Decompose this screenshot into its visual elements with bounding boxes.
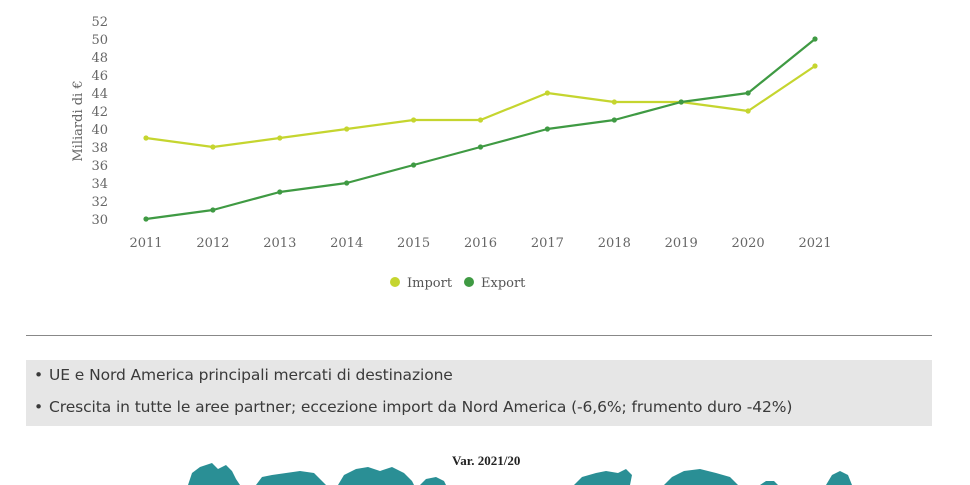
y-axis-ticks: 30 32 34 36 38 40 42 44 46 48 50 52 bbox=[91, 15, 108, 228]
x-tick-label: 2014 bbox=[330, 236, 363, 251]
data-point-export bbox=[143, 216, 149, 222]
data-point-import bbox=[210, 144, 216, 150]
y-tick-label: 36 bbox=[91, 159, 108, 174]
note-text: UE e Nord America principali mercati di … bbox=[49, 366, 453, 384]
notes-box: • UE e Nord America principali mercati di… bbox=[26, 360, 932, 426]
data-point-export bbox=[411, 162, 417, 168]
data-point-export bbox=[277, 189, 283, 195]
y-tick-label: 40 bbox=[91, 123, 108, 138]
x-tick-label: 2021 bbox=[798, 236, 831, 251]
map-landmass bbox=[188, 463, 240, 485]
x-tick-label: 2011 bbox=[129, 236, 162, 251]
y-tick-label: 42 bbox=[91, 105, 108, 120]
y-tick-label: 48 bbox=[91, 51, 108, 66]
series-line-import bbox=[145, 65, 816, 149]
note-item: • UE e Nord America principali mercati di… bbox=[34, 366, 453, 384]
data-point-export bbox=[745, 90, 751, 96]
legend-marker-import bbox=[390, 277, 400, 287]
x-tick-label: 2016 bbox=[464, 236, 497, 251]
x-tick-label: 2013 bbox=[263, 236, 296, 251]
y-tick-label: 50 bbox=[91, 33, 108, 48]
data-point-export bbox=[477, 144, 484, 150]
data-point-import bbox=[477, 117, 484, 123]
world-map bbox=[188, 463, 852, 485]
x-tick-label: 2017 bbox=[531, 236, 564, 251]
data-point-export bbox=[611, 117, 617, 123]
map-landmass bbox=[420, 477, 446, 485]
y-tick-label: 30 bbox=[91, 213, 108, 228]
data-point-import bbox=[277, 135, 283, 141]
map-landmass bbox=[760, 481, 778, 485]
bullet-icon: • bbox=[34, 398, 44, 416]
data-point-import bbox=[143, 135, 149, 141]
data-point-import bbox=[745, 108, 751, 114]
data-point-export bbox=[210, 207, 216, 213]
series-line-export bbox=[145, 38, 816, 221]
section-divider bbox=[26, 335, 932, 336]
legend-label-import: Import bbox=[407, 276, 453, 291]
y-tick-label: 32 bbox=[91, 195, 108, 210]
x-axis-ticks: 2011 2012 2013 2014 2015 2016 2017 2018 2019 2020… bbox=[129, 236, 831, 251]
map-landmass bbox=[574, 469, 632, 485]
legend-label-export: Export bbox=[481, 276, 526, 291]
x-tick-label: 2015 bbox=[397, 236, 430, 251]
data-point-import bbox=[411, 117, 417, 123]
data-point-export bbox=[544, 126, 551, 132]
map-landmasses bbox=[188, 463, 852, 485]
data-point-export bbox=[812, 36, 818, 42]
line-chart: Miliardi di € 30 32 34 36 38 40 42 44 46 48 50 52 2… bbox=[71, 15, 832, 291]
legend-marker-export bbox=[464, 277, 474, 287]
y-tick-label: 52 bbox=[91, 15, 108, 30]
x-tick-label: 2018 bbox=[598, 236, 631, 251]
map-landmass bbox=[338, 467, 414, 485]
map-landmass bbox=[256, 471, 326, 485]
map-title: Var. 2021/20 bbox=[452, 453, 521, 468]
bullet-icon: • bbox=[34, 366, 44, 384]
data-point-import bbox=[544, 90, 551, 96]
x-tick-label: 2020 bbox=[732, 236, 765, 251]
chart-series bbox=[143, 36, 818, 222]
data-point-import bbox=[344, 126, 350, 132]
data-point-export bbox=[344, 180, 350, 186]
data-point-export bbox=[678, 99, 684, 105]
data-point-import bbox=[812, 63, 818, 69]
data-point-import bbox=[611, 99, 617, 105]
y-axis-label: Miliardi di € bbox=[71, 80, 86, 161]
x-tick-label: 2012 bbox=[196, 236, 229, 251]
map-landmass bbox=[664, 469, 738, 485]
chart-legend: Import Export bbox=[390, 276, 526, 291]
y-tick-label: 44 bbox=[91, 87, 108, 102]
note-item: • Crescita in tutte le aree partner; ecce… bbox=[34, 398, 792, 416]
map-landmass bbox=[826, 471, 852, 485]
y-tick-label: 46 bbox=[91, 69, 108, 84]
y-tick-label: 34 bbox=[91, 177, 108, 192]
x-tick-label: 2019 bbox=[665, 236, 698, 251]
note-text: Crescita in tutte le aree partner; eccez… bbox=[49, 398, 793, 416]
y-tick-label: 38 bbox=[91, 141, 108, 156]
